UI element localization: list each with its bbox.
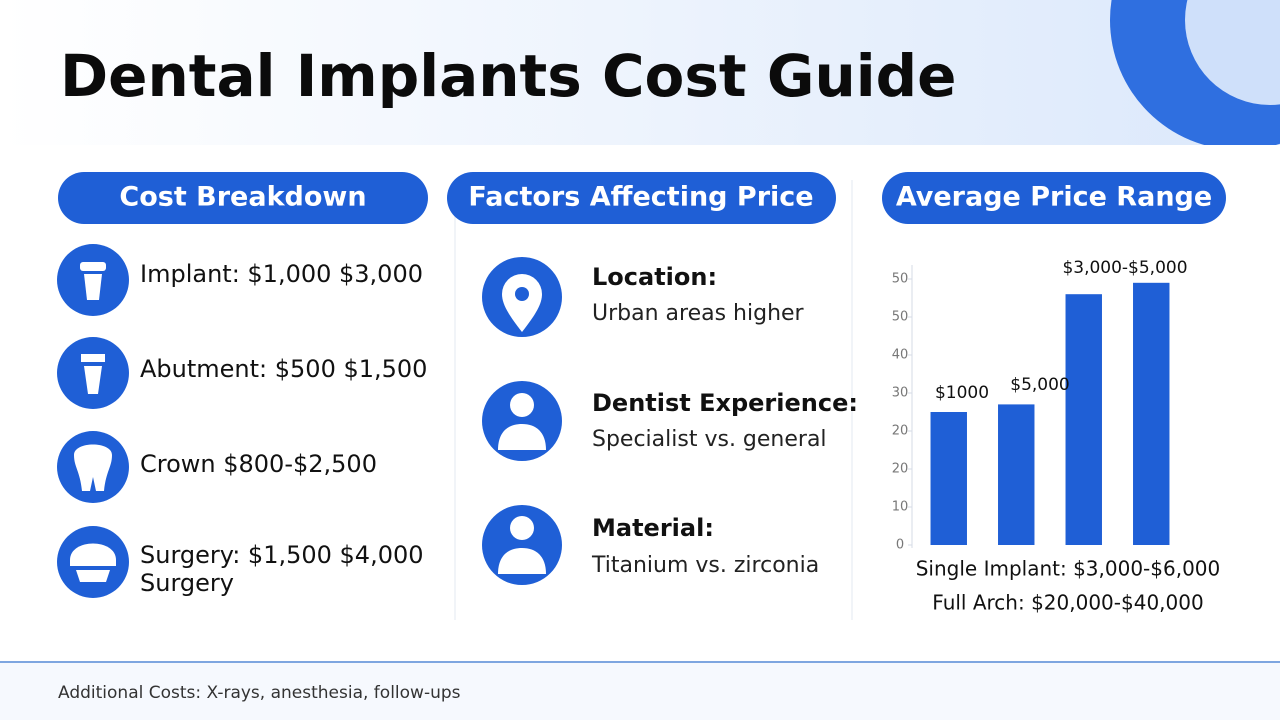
cost-item-sub: Surgery [140, 569, 234, 597]
icon-shape [498, 424, 546, 450]
cost-item: Implant: $1,000 $3,000 [140, 260, 423, 288]
cost-item: Crown $800-$2,500 [140, 450, 377, 478]
heading-pill [58, 172, 428, 224]
heading-pill [447, 172, 836, 224]
title: Dental Implants Cost Guide [60, 42, 956, 110]
annotation: $1000 [935, 383, 989, 403]
chart-note: Full Arch: $20,000-$40,000 [932, 591, 1203, 615]
y-tick-label: 50 [892, 310, 909, 325]
y-tick-label: 40 [892, 348, 909, 363]
icon-shape [498, 548, 546, 574]
header-band [0, 0, 1280, 145]
factor-icons [482, 257, 562, 585]
factor-title: Material: [592, 514, 714, 542]
heading: Factors Affecting Price [468, 182, 813, 213]
icon-shape [70, 543, 116, 566]
chart-note: Single Implant: $3,000-$6,000 [916, 557, 1221, 581]
factor-detail: Titanium vs. zirconia [591, 553, 819, 578]
bar [998, 404, 1035, 545]
y-tick-label: 20 [892, 424, 909, 439]
cost-icons [57, 244, 129, 598]
heading-pill [882, 172, 1226, 224]
icon-shape [74, 444, 112, 491]
y-tick-label: 10 [892, 500, 909, 515]
heading: Cost Breakdown [119, 182, 366, 213]
icon-shape [81, 354, 105, 394]
bar [1133, 282, 1170, 545]
y-tick-label: 50 [892, 272, 909, 287]
factor-title: Location: [592, 263, 717, 291]
icon-shape [510, 516, 534, 540]
decoration [1185, 0, 1280, 105]
cost-item: Abutment: $500 $1,500 [140, 355, 427, 383]
icon-shape [84, 274, 102, 300]
y-tick-label: 20 [892, 462, 909, 477]
footer: Additional Costs: X-rays, anesthesia, fo… [58, 683, 461, 703]
annotation: $5,000 [1010, 375, 1069, 395]
icon-shape [80, 262, 106, 271]
bar [1065, 294, 1102, 545]
icon-shape [76, 570, 110, 582]
icon-shape [502, 274, 542, 332]
factor-detail: Specialist vs. general [592, 427, 827, 452]
factor-detail: Urban areas higher [592, 301, 805, 326]
icon-shape [515, 287, 529, 301]
y-tick-label: 0 [896, 538, 904, 553]
icon-shape [510, 393, 534, 417]
bar [930, 412, 967, 545]
factor-title: Dentist Experience: [592, 389, 858, 417]
y-tick-label: 30 [892, 386, 909, 401]
cost-item: Surgery: $1,500 $4,000 [140, 541, 424, 569]
annotation: $3,000-$5,000 [1062, 258, 1187, 278]
heading: Average Price Range [896, 182, 1212, 213]
